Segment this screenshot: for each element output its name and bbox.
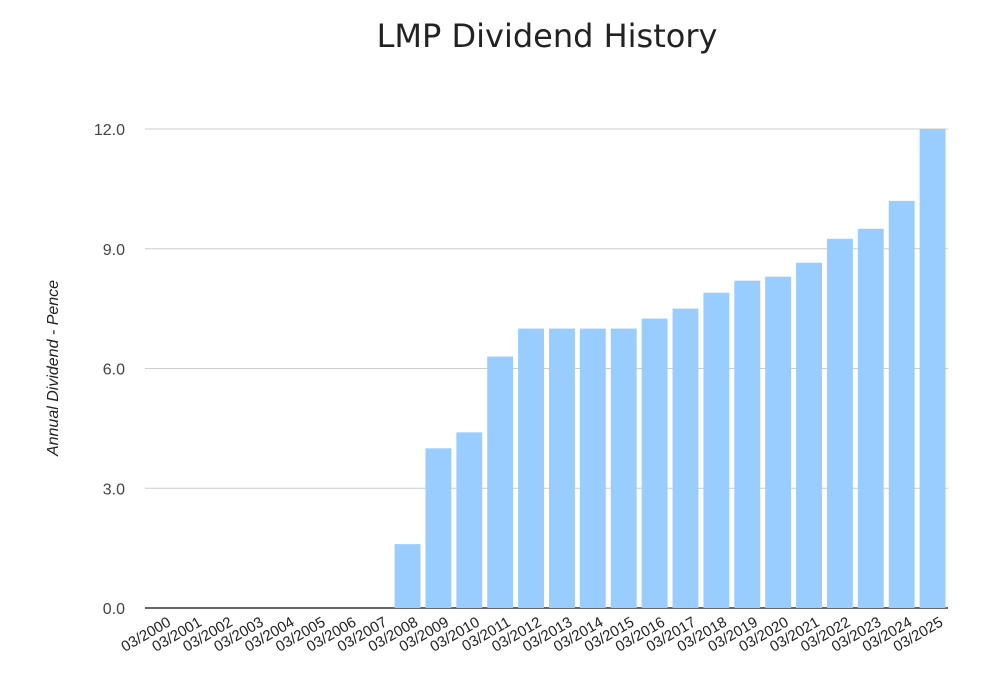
bar-03-2014 (579, 328, 606, 608)
bar-03-2013 (549, 328, 575, 608)
y-tick-label: 9.0 (103, 242, 125, 259)
bar-03-2024 (888, 200, 915, 608)
bar-03-2018 (703, 292, 730, 608)
y-tick-label: 12.0 (94, 122, 125, 139)
bar-03-2025 (919, 129, 946, 608)
bar-03-2008 (394, 544, 421, 608)
y-axis-label: Annual Dividend - Pence (45, 280, 62, 457)
bar-03-2022 (826, 238, 853, 609)
y-tick-label: 6.0 (103, 362, 125, 379)
y-tick-label: 0.0 (103, 601, 125, 618)
chart-title: LMP Dividend History (377, 17, 718, 55)
bar-03-2023 (857, 228, 884, 608)
bar-03-2009 (425, 448, 452, 608)
bar-03-2010 (456, 432, 483, 608)
bar-03-2016 (641, 318, 668, 608)
bar-03-2020 (765, 276, 792, 608)
bar-03-2019 (734, 280, 761, 608)
bar-03-2011 (487, 356, 514, 608)
bar-03-2015 (610, 328, 637, 608)
bar-03-2021 (796, 262, 822, 608)
bar-03-2012 (518, 328, 544, 608)
y-tick-label: 3.0 (103, 481, 125, 498)
bar-03-2017 (672, 308, 699, 608)
